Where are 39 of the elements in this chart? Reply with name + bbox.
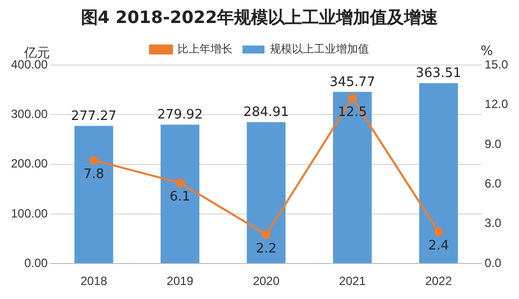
- y-axis-title: 亿元: [24, 45, 50, 61]
- bar: [419, 83, 458, 264]
- data-label: 2.4: [428, 238, 449, 254]
- data-label: 2.2: [256, 241, 277, 256]
- y2-tick-label: 12.0: [484, 97, 508, 112]
- x-tick-label: 2018: [80, 274, 108, 288]
- bar: [74, 126, 114, 264]
- legend-label: 规模以上工业增加值: [270, 42, 369, 56]
- data-label: 6.1: [170, 190, 190, 205]
- data-label: 345.77: [330, 74, 376, 90]
- bar: [160, 124, 200, 264]
- bar: [246, 122, 286, 264]
- x-tick-label: 2022: [425, 274, 452, 288]
- data-label: 279.92: [157, 107, 203, 122]
- point: [89, 156, 98, 165]
- y2-tick-label: 9.0: [484, 136, 502, 151]
- x-tick-label: 2021: [339, 274, 366, 288]
- y-tick-label: 300.00: [11, 106, 48, 121]
- y2-tick-label: 15.0: [484, 57, 508, 72]
- data-label: 7.8: [83, 167, 104, 182]
- y2-axis-title: %: [480, 44, 493, 59]
- x-tick-label: 2020: [252, 274, 280, 288]
- legend-label: 比上年增长: [178, 42, 232, 56]
- data-label: 277.27: [71, 108, 117, 124]
- point: [175, 178, 184, 188]
- data-label: 284.91: [243, 105, 289, 120]
- chart-title: 图4 2018-2022年规模以上工业增加值及增速: [80, 7, 440, 29]
- y-tick-label: 200.00: [11, 156, 48, 171]
- point: [262, 230, 271, 239]
- y2-tick-label: 0.0: [484, 256, 502, 270]
- x-tick-label: 2019: [166, 274, 194, 288]
- y2-tick-label: 3.0: [484, 216, 502, 230]
- point: [434, 227, 444, 236]
- y-tick-label: 0.00: [24, 256, 48, 270]
- data-label: 363.51: [416, 66, 462, 81]
- y-tick-label: 100.00: [11, 206, 48, 220]
- bar: [332, 92, 372, 264]
- point: [348, 94, 357, 103]
- y2-tick-label: 6.0: [484, 176, 502, 190]
